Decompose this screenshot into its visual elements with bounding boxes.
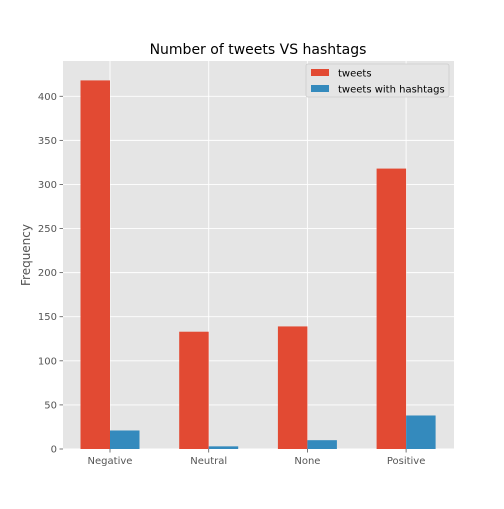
x-tick-label: Neutral: [190, 456, 227, 467]
chart-title: Number of tweets VS hashtags: [150, 42, 367, 58]
bar-tweets-none: [277, 326, 308, 449]
legend-swatch-tweets-with-hashtags: [311, 85, 329, 92]
y-tick-label: 0: [51, 445, 57, 456]
y-tick-label: 50: [44, 400, 57, 411]
y-tick-label: 200: [38, 268, 57, 279]
y-tick-label: 100: [38, 356, 57, 367]
bar-tweets-with-hashtags-none: [307, 440, 337, 449]
legend-label-tweets: tweets: [338, 69, 372, 80]
bar-tweets-negative: [80, 80, 110, 450]
bar-tweets-neutral: [179, 331, 209, 449]
legend-label-tweets-with-hashtags: tweets with hashtags: [338, 85, 445, 96]
y-tick-label: 350: [38, 136, 57, 147]
bar-tweets-with-hashtags-positive: [406, 415, 436, 449]
y-tick-label: 400: [38, 92, 57, 103]
x-axis-ticks: Negative Neutral None Positive: [88, 449, 426, 467]
y-axis-ticks: 0 50 100 150 200 250 300 350 400: [38, 92, 63, 456]
y-axis-label: Frequency: [19, 224, 33, 286]
bar-tweets-with-hashtags-neutral: [208, 446, 239, 449]
bar-tweets-with-hashtags-negative: [110, 430, 140, 449]
y-tick-label: 300: [38, 180, 57, 191]
x-tick-label: None: [294, 456, 320, 467]
y-tick-label: 250: [38, 224, 57, 235]
x-tick-label: Negative: [88, 456, 133, 467]
legend: tweets tweets with hashtags: [305, 63, 450, 98]
legend-frame: [305, 63, 450, 98]
x-tick-label: Positive: [387, 456, 426, 467]
y-tick-label: 150: [38, 312, 57, 323]
legend-swatch-tweets: [311, 69, 329, 76]
bar-tweets-positive: [376, 168, 407, 449]
bars: [80, 80, 436, 450]
